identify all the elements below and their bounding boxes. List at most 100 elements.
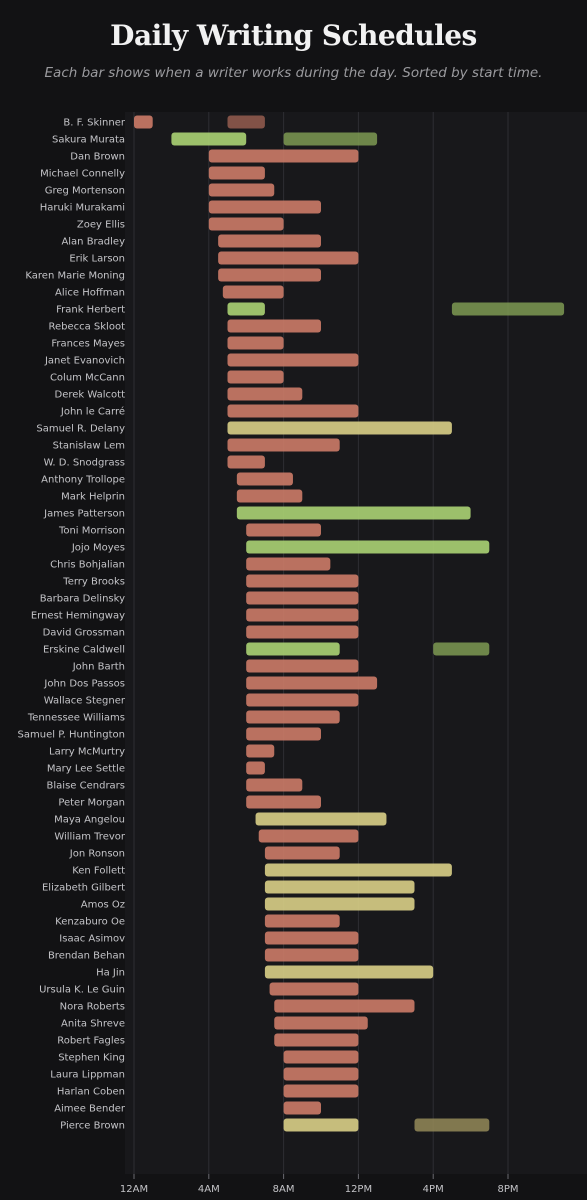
bars (134, 115, 565, 1132)
schedule-bar (227, 455, 265, 469)
schedule-bar (227, 370, 284, 384)
writer-name-label: Colum McCann (50, 373, 125, 384)
gridlines (133, 112, 509, 1174)
schedule-bar (227, 353, 359, 367)
writer-name-label: Haruki Murakami (40, 203, 125, 214)
schedule-bar (227, 438, 340, 452)
x-tick-label: 4AM (198, 1184, 220, 1195)
writer-name-label: Samuel P. Huntington (18, 730, 125, 741)
writer-name-label: Harlan Coben (57, 1087, 125, 1098)
writer-name-label: Laura Lippman (50, 1070, 125, 1081)
writer-name-label: Frances Mayes (51, 339, 125, 350)
schedule-bar (264, 846, 340, 860)
x-tick-label: 12AM (120, 1184, 148, 1195)
writer-name-label: Sakura Murata (52, 135, 125, 146)
schedule-bar (236, 489, 303, 503)
writer-name-label: Alan Bradley (61, 237, 125, 248)
schedule-bar (246, 557, 331, 571)
schedule-bar (264, 948, 359, 962)
schedule-bar (246, 778, 303, 792)
x-tick-label: 8PM (497, 1184, 518, 1195)
writer-name-label: Janet Evanovich (44, 356, 125, 367)
schedule-bar (246, 676, 378, 690)
schedule-bar (274, 1016, 368, 1030)
writer-name-label: Amos Oz (81, 900, 125, 911)
schedule-bar (218, 251, 359, 265)
x-tick-label: 8AM (273, 1184, 295, 1195)
writer-name-label: Brendan Behan (48, 951, 125, 962)
writer-name-label: Robert Fagles (57, 1036, 125, 1047)
writer-name-label: Michael Connelly (40, 169, 125, 180)
writer-name-label: Maya Angelou (54, 815, 125, 826)
writer-name-label: Jon Ronson (69, 849, 125, 860)
writer-name-label: Erskine Caldwell (43, 645, 125, 656)
schedule-bar (246, 574, 359, 588)
schedule-bar (274, 999, 415, 1013)
schedule-bar (218, 268, 321, 282)
writer-labels: B. F. Skinner Sakura Murata Dan Brown Micha… (18, 118, 126, 1132)
x-tick-label: 4PM (423, 1184, 444, 1195)
writer-name-label: Pierce Brown (60, 1121, 125, 1132)
writer-name-label: B. F. Skinner (63, 118, 125, 129)
writer-name-label: Zoey Ellis (77, 220, 125, 231)
writer-name-label: Tennessee Williams (27, 713, 125, 724)
writer-name-label: Stanisław Lem (53, 441, 125, 452)
writer-name-label: Anthony Trollope (41, 475, 125, 486)
writer-name-label: John Dos Passos (43, 679, 125, 690)
schedule-bar (414, 1118, 490, 1132)
writer-name-label: Terry Brooks (62, 577, 125, 588)
schedule-bar (246, 642, 340, 656)
schedule-bar (227, 404, 359, 418)
writer-name-label: Alice Hoffman (55, 288, 125, 299)
writer-name-label: Elizabeth Gilbert (42, 883, 125, 894)
schedule-bar (283, 1084, 359, 1098)
schedule-bar (134, 115, 153, 129)
schedule-bar (246, 523, 321, 537)
schedule-bar (246, 591, 359, 605)
chart-subtitle: Each bar shows when a writer works durin… (44, 65, 543, 81)
writer-name-label: Mark Helprin (61, 492, 125, 503)
schedule-bar (246, 625, 359, 639)
writer-name-label: Larry McMurtry (49, 747, 125, 758)
writer-name-label: Blaise Cendrars (47, 781, 125, 792)
writer-name-label: Greg Mortenson (45, 186, 125, 197)
writer-name-label: Ernest Hemingway (31, 611, 125, 622)
schedule-bar (274, 1033, 359, 1047)
x-tick-label: 12PM (345, 1184, 372, 1195)
writer-name-label: Jojo Moyes (71, 543, 125, 554)
chart-title: Daily Writing Schedules (110, 19, 477, 52)
writer-name-label: Frank Herbert (56, 305, 125, 316)
schedule-bar (255, 812, 387, 826)
writer-name-label: Stephen King (58, 1053, 125, 1064)
writer-name-label: Dan Brown (70, 152, 125, 163)
schedule-bar (208, 183, 275, 197)
schedule-bar (246, 761, 265, 775)
writer-name-label: John Barth (72, 662, 125, 673)
schedule-bar (236, 472, 293, 486)
writer-name-label: Toni Morrison (58, 526, 125, 537)
schedule-bar (208, 200, 321, 214)
writer-name-label: Ursula K. Le Guin (39, 985, 125, 996)
writer-name-label: Erik Larson (69, 254, 125, 265)
writer-name-label: Kenzaburo Oe (55, 917, 125, 928)
writer-name-label: Peter Morgan (58, 798, 125, 809)
schedule-bar (236, 506, 471, 520)
writer-name-label: Isaac Asimov (59, 934, 125, 945)
schedule-bar (227, 319, 321, 333)
schedule-bar (227, 115, 265, 129)
schedule-bar (208, 217, 284, 231)
schedule-bar (246, 540, 490, 554)
plot-background (125, 112, 587, 1174)
writer-name-label: Chris Bohjalian (50, 560, 125, 571)
schedule-bar (171, 132, 247, 146)
writer-name-label: David Grossman (43, 628, 125, 639)
schedule-bar (246, 727, 321, 741)
writer-name-label: Karen Marie Moning (25, 271, 125, 282)
schedule-bar (227, 336, 284, 350)
schedule-bar (451, 302, 565, 316)
schedule-bar (283, 1050, 359, 1064)
schedule-bar (218, 234, 321, 248)
schedule-bar (246, 795, 321, 809)
schedule-bar (246, 693, 359, 707)
schedule-bar (227, 387, 303, 401)
